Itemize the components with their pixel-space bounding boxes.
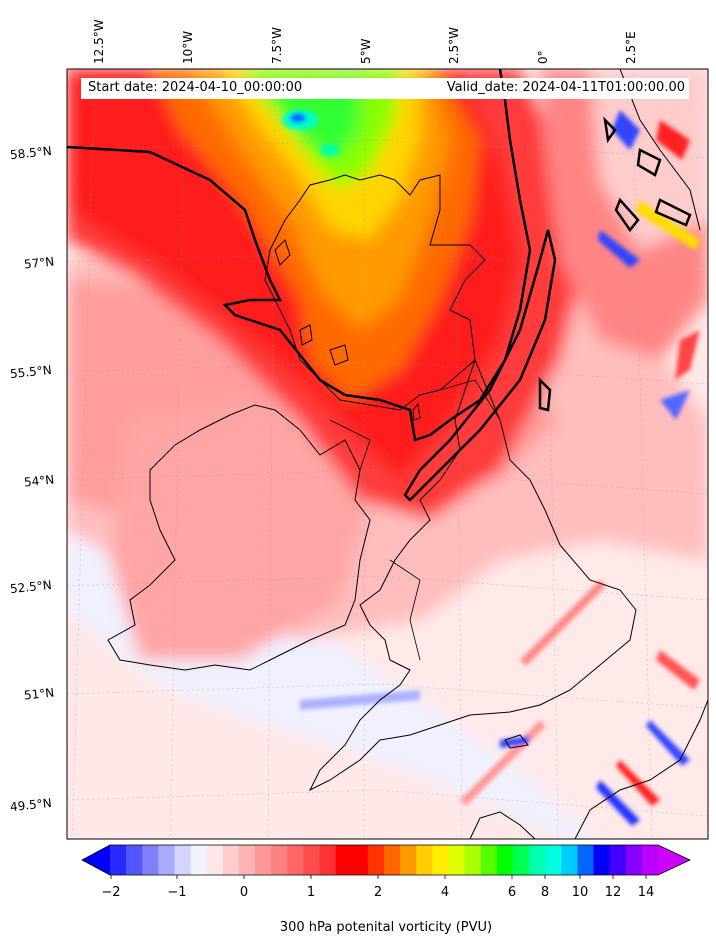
lon-label: 0°: [536, 50, 550, 64]
colorbar-tick-label: 10: [571, 885, 589, 900]
lon-label: 2.5°W: [447, 27, 461, 64]
colorbar-tick-label: 8: [540, 885, 550, 900]
colorbar-segment: [609, 845, 627, 875]
colorbar-tick-label: −2: [101, 885, 121, 900]
colorbar-segment: [255, 845, 272, 875]
france-coast: [574, 699, 708, 839]
england-wales-coast: [308, 358, 637, 792]
lon-label: 12.5°W: [92, 19, 106, 64]
map-area: [67, 69, 708, 839]
colorbar-tick-label: −1: [167, 885, 187, 900]
lon-label: 2.5°E: [624, 31, 638, 64]
lon-label: 7.5°W: [270, 27, 284, 64]
colorbar-segment: [400, 845, 417, 875]
lon-label: 10°W: [181, 30, 195, 64]
valid-date: Valid_date: 2024-04-11T01:00:00.00: [446, 80, 685, 95]
colorbar-segment: [464, 845, 482, 875]
ireland-coast: [107, 404, 371, 671]
colorbar-segment: [561, 845, 578, 875]
colorbar-segment: [512, 845, 530, 875]
graticule: [67, 69, 708, 839]
colorbar-segment: [335, 845, 353, 875]
colorbar-segment: [480, 845, 498, 875]
colorbar-outline: [81, 844, 691, 876]
colorbar-segment: [384, 845, 401, 875]
colorbar-tick-label: 0: [239, 885, 249, 900]
pv-swirl: [282, 110, 340, 156]
colorbar-tick-label: 2: [373, 885, 383, 900]
pv-2-contour: [67, 69, 692, 502]
lon-label: 5°W: [359, 38, 373, 65]
pv-field-fills: [67, 69, 708, 839]
colorbar-segment: [367, 845, 385, 875]
colorbar-segment: [496, 845, 514, 875]
pv-east-features: [300, 110, 700, 826]
colorbar-segment: [206, 845, 224, 875]
colorbar-segment: [303, 845, 321, 875]
colorbar-segment: [641, 845, 659, 875]
colorbar-segment: [529, 845, 546, 875]
colorbar-segment: [110, 845, 127, 875]
colorbar-segment: [625, 845, 643, 875]
colorbar-segment: [432, 845, 449, 875]
colorbar-segment: [593, 845, 611, 875]
colorbar-extend-high: [658, 845, 690, 875]
colorbar-segment: [126, 845, 143, 875]
colorbar-segment: [142, 845, 159, 875]
colorbar-title: 300 hPa potenital vorticity (PVU): [279, 920, 493, 935]
colorbar-segment: [158, 845, 175, 875]
map-frame: [66, 68, 709, 840]
colorbar-tick-label: 4: [440, 885, 450, 900]
colorbar-tick-label: 14: [637, 885, 655, 900]
colorbar-segment: [222, 845, 240, 875]
coastlines: [107, 69, 708, 839]
colorbar-tick-label: 12: [604, 885, 622, 900]
date-info-box: Start date: 2024-04-10_00:00:00 Valid_da…: [81, 78, 689, 99]
colorbar-segment: [287, 845, 304, 875]
colorbar-segment: [238, 845, 256, 875]
colorbar-segment: [174, 845, 192, 875]
colorbar-segment: [448, 845, 466, 875]
colorbar-tick-label: 1: [306, 885, 316, 900]
start-date: Start date: 2024-04-10_00:00:00: [88, 80, 303, 95]
colorbar-segment: [319, 845, 337, 875]
colorbar-segment: [577, 845, 595, 875]
colorbar-segment: [416, 845, 433, 875]
colorbar-segment: [190, 845, 208, 875]
colorbar-extend-low: [82, 845, 110, 875]
colorbar: [81, 844, 691, 879]
colorbar-tick-label: 6: [507, 885, 517, 900]
colorbar-segment: [545, 845, 562, 875]
colorbar-segment: [271, 845, 288, 875]
colorbar-segment: [351, 845, 369, 875]
